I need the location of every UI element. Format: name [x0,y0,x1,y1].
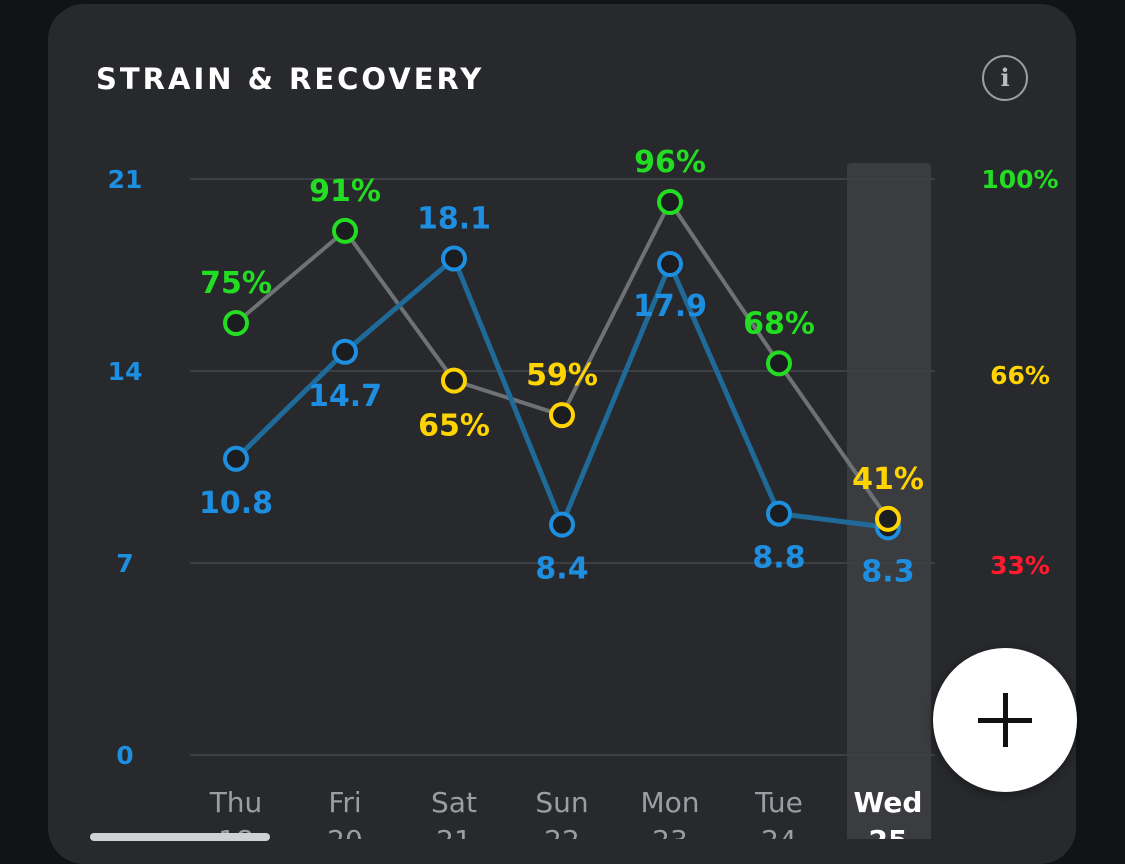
strain-label: 8.8 [752,541,805,576]
strain-label: 14.7 [308,379,382,414]
recovery-label: 41% [852,462,924,497]
recovery-point[interactable] [441,367,467,394]
strain-label: 8.4 [535,552,588,587]
date-label: 23 [652,824,688,839]
recovery-point[interactable] [549,402,575,429]
recovery-point[interactable] [657,189,683,216]
day-label: Wed [854,786,923,819]
recovery-point[interactable] [766,350,792,377]
day-label: Sat [431,786,477,819]
date-label: 21 [436,824,472,839]
strain-label: 8.3 [861,554,914,589]
info-icon[interactable]: i [982,55,1028,101]
strain-label: 17.9 [633,289,707,324]
recovery-point[interactable] [332,217,358,244]
home-indicator [90,833,270,841]
day-label: Fri [328,786,361,819]
strain-point[interactable] [332,338,358,365]
date-label: 24 [761,824,797,839]
recovery-label: 96% [634,145,706,180]
date-label: 20 [327,824,363,839]
left-axis-tick: 0 [116,741,133,770]
right-axis-tick: 100% [981,165,1058,194]
date-label: 25 [869,824,908,839]
day-label: Thu [209,786,263,819]
day-label: Mon [640,786,699,819]
right-axis-tick: 33% [990,551,1050,580]
left-axis-tick: 21 [108,165,143,194]
day-label: Sun [535,786,588,819]
card-title: STRAIN & RECOVERY [96,62,485,96]
strain-point[interactable] [657,251,683,278]
recovery-label: 91% [309,174,381,209]
selected-day-highlight [847,163,931,839]
strain-recovery-chart: 21 14 7 0 100% 66% 33% 10.8 14.7 18.1 8.4 17.9 8.8 8.… [108,145,1059,839]
day-label: Tue [754,786,803,819]
recovery-point[interactable] [875,505,901,532]
date-label: 22 [544,824,580,839]
strain-label: 10.8 [199,486,273,521]
strain-point[interactable] [441,245,467,272]
add-button[interactable] [933,648,1077,792]
left-axis-tick: 14 [108,357,143,386]
recovery-label: 59% [526,358,598,393]
strain-point[interactable] [223,445,249,472]
recovery-label: 65% [418,409,490,444]
left-axis-tick: 7 [116,549,133,578]
recovery-label: 68% [743,306,815,341]
strain-point[interactable] [766,500,792,527]
strain-point[interactable] [549,511,575,538]
strain-label: 18.1 [417,202,491,237]
recovery-point[interactable] [223,310,249,336]
right-axis-tick: 66% [990,361,1050,390]
recovery-label: 75% [200,266,272,301]
